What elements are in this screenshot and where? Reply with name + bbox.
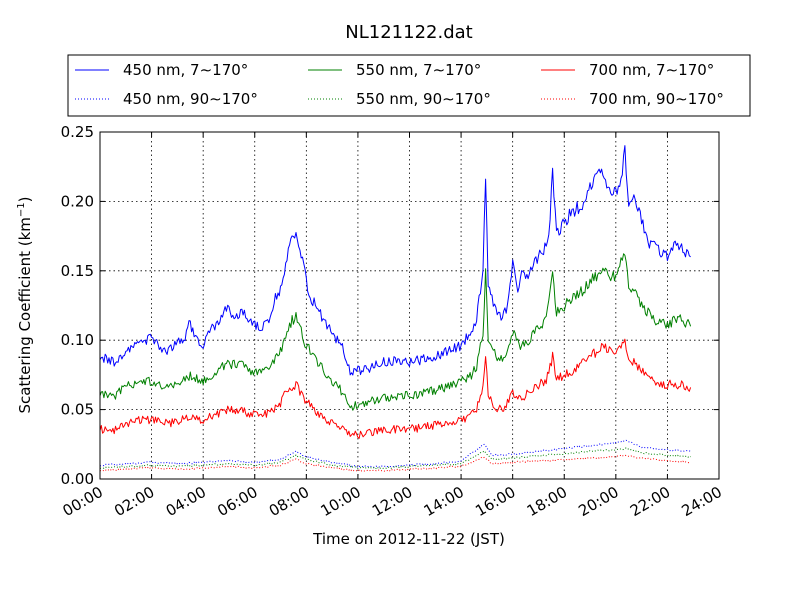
plot-frame xyxy=(99,131,720,480)
series-line xyxy=(99,338,692,439)
x-tick-label: 10:00 xyxy=(317,483,363,520)
series-line xyxy=(99,454,691,472)
legend-box xyxy=(67,54,751,117)
legend-entry: 550 nm, 7∼170° xyxy=(356,61,481,79)
y-tick-label: 0.00 xyxy=(61,470,94,488)
y-tick-label: 0.05 xyxy=(61,401,94,419)
legend-entry: 450 nm, 7∼170° xyxy=(123,61,248,79)
y-axis-label-main: Scattering Coefficient (km xyxy=(16,217,34,413)
x-tick-label: 04:00 xyxy=(163,483,209,520)
x-tick-label: 06:00 xyxy=(214,483,260,520)
axis-ticks: 00:00 02:00 04:00 06:00 08:00 10:00 12:00 14:00… xyxy=(60,123,725,520)
legend-entry: 700 nm, 7∼170° xyxy=(589,61,714,79)
y-axis-label: Scattering Coefficient (km−1) xyxy=(16,196,34,413)
y-tick-label: 0.10 xyxy=(61,331,94,349)
x-tick-label: 22:00 xyxy=(627,483,673,520)
series-line xyxy=(99,145,691,376)
series-line xyxy=(99,439,691,468)
y-tick-label: 0.25 xyxy=(61,123,94,141)
y-axis-label-superscript: −1 xyxy=(16,202,27,217)
grid xyxy=(100,132,719,479)
x-tick-label: 12:00 xyxy=(369,483,415,520)
chart-title: NL121122.dat xyxy=(345,22,472,43)
x-tick-label: 18:00 xyxy=(524,483,570,520)
legend-entry: 450 nm, 90∼170° xyxy=(123,90,258,108)
x-tick-label: 02:00 xyxy=(111,483,157,520)
legend: 450 nm, 7∼170° 550 nm, 7∼170° 700 nm, 7∼17… xyxy=(67,54,751,117)
x-tick-label: 24:00 xyxy=(679,483,725,520)
y-axis-label-end: ) xyxy=(16,196,34,202)
series-lines xyxy=(99,145,692,472)
legend-entry: 550 nm, 90∼170° xyxy=(356,90,491,108)
x-tick-label: 16:00 xyxy=(472,483,518,520)
x-tick-label: 00:00 xyxy=(60,483,106,520)
series-line xyxy=(99,447,691,470)
x-tick-label: 20:00 xyxy=(575,483,621,520)
y-tick-label: 0.20 xyxy=(61,192,94,210)
x-tick-label: 14:00 xyxy=(421,483,467,520)
x-axis-label: Time on 2012-11-22 (JST) xyxy=(312,530,505,548)
series-line xyxy=(99,253,692,411)
x-tick-label: 08:00 xyxy=(266,483,312,520)
y-tick-label: 0.15 xyxy=(61,262,94,280)
legend-entry: 700 nm, 90∼170° xyxy=(589,90,724,108)
